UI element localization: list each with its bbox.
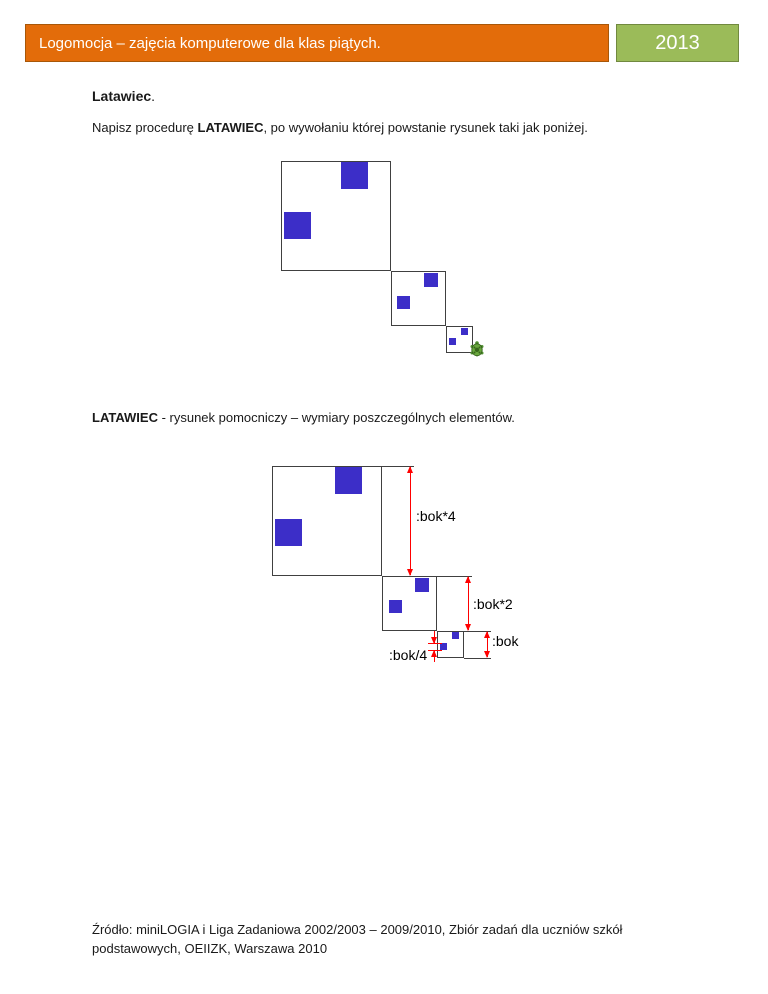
- blue-square: [341, 162, 368, 189]
- year-text: 2013: [655, 31, 700, 54]
- dim-label-bok2: :bok*2: [473, 596, 513, 612]
- blue-square: [424, 273, 438, 287]
- year-badge: 2013: [616, 24, 739, 62]
- square-outline-medium: [382, 576, 437, 631]
- task-heading: Latawiec.: [92, 88, 155, 104]
- dimension-arrow-bok: [487, 632, 488, 657]
- blue-square: [397, 296, 410, 309]
- square-outline-large: [281, 161, 391, 271]
- extension-line: [464, 658, 491, 659]
- extension-line: [437, 576, 472, 577]
- blue-square: [449, 338, 456, 345]
- caption-procedure-name: LATAWIEC: [92, 410, 158, 425]
- blue-square: [275, 519, 302, 546]
- source-note-line1: Źródło: miniLOGIA i Liga Zadaniowa 2002/…: [92, 922, 623, 937]
- page-header: Logomocja – zajęcia komputerowe dla klas…: [25, 24, 739, 62]
- header-title: Logomocja – zajęcia komputerowe dla klas…: [39, 34, 381, 52]
- arrowhead-icon: [407, 569, 413, 576]
- extension-line: [464, 631, 491, 632]
- dimension-arrow-bok2: [468, 577, 469, 630]
- task-intro-suffix: , po wywołaniu której powstanie rysunek …: [263, 120, 588, 135]
- task-intro-prefix: Napisz procedurę: [92, 120, 198, 135]
- blue-square: [452, 632, 459, 639]
- blue-square: [415, 578, 429, 592]
- dim-label-bok4: :bok*4: [416, 508, 456, 524]
- blue-square: [335, 467, 362, 494]
- square-outline-small: [446, 326, 473, 353]
- source-note: Źródło: miniLOGIA i Liga Zadaniowa 2002/…: [92, 921, 622, 959]
- arrowhead-icon: [465, 576, 471, 583]
- square-outline-large: [272, 466, 382, 576]
- blue-square: [440, 643, 447, 650]
- task-intro-procedure-name: LATAWIEC: [197, 120, 264, 135]
- blue-square: [284, 212, 311, 239]
- arrowhead-icon: [407, 466, 413, 473]
- square-outline-small: [437, 631, 464, 658]
- caption-text: - rysunek pomocniczy – wymiary poszczegó…: [157, 410, 515, 425]
- blue-square: [461, 328, 468, 335]
- arrowhead-icon: [484, 631, 490, 638]
- helper-caption: LATAWIEC - rysunek pomocniczy – wymiary …: [92, 410, 515, 425]
- arrowhead-icon: [465, 624, 471, 631]
- task-heading-tail: .: [151, 88, 156, 104]
- arrowhead-icon: [484, 651, 490, 658]
- extension-line: [382, 466, 414, 467]
- source-note-line2: podstawowych, OEIIZK, Warszawa 2010: [92, 940, 328, 956]
- blue-square: [389, 600, 402, 613]
- dim-label-bok: :bok: [492, 633, 519, 649]
- dim-label-bok-quarter: :bok/4: [389, 647, 428, 663]
- dimension-arrow-bok4: [410, 467, 411, 575]
- square-outline-medium: [391, 271, 446, 326]
- turtle-icon: [470, 341, 484, 357]
- task-heading-bold: Latawiec: [92, 88, 152, 104]
- header-title-bar: Logomocja – zajęcia komputerowe dla klas…: [25, 24, 609, 62]
- arrowhead-icon: [431, 650, 437, 657]
- task-intro: Napisz procedurę LATAWIEC, po wywołaniu …: [92, 120, 588, 135]
- arrowhead-icon: [431, 637, 437, 644]
